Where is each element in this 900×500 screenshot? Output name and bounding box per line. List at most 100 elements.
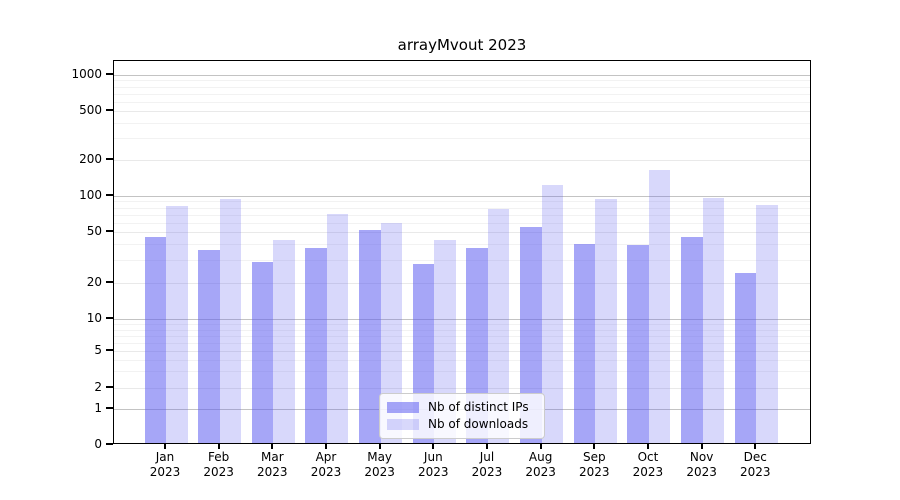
y-tick-label: 1000 [71,67,102,81]
x-tick-month: May [367,450,393,464]
y-tick-label: 10 [86,311,102,326]
x-tick-year: 2023 [149,465,181,479]
x-tick-year: 2023 [257,465,288,479]
y-tick-label: 5 [94,343,102,357]
x-tick-label: Apr 2023 [294,450,358,480]
bar-downloads [434,239,456,443]
bar-downloads [541,184,564,443]
legend-label-downloads: Nb of downloads [428,417,529,431]
y-tick-label: 500 [79,103,102,117]
minor-gridline [114,329,810,331]
y-tick-mark [106,158,113,160]
bar-distinct-ips [359,230,381,443]
y-tick-label: 2 [94,379,102,394]
y-tick-label: 200 [79,152,102,166]
bar-distinct-ips [627,245,649,443]
x-tick-month: Jan [155,450,175,464]
bar-downloads [380,223,403,443]
minor-gridline [114,324,810,326]
x-tick-month: Nov [689,450,714,464]
x-tick-month: Jul [479,450,495,464]
minor-gridline [114,371,810,373]
x-tick-mark [217,444,220,449]
x-tick-year: 2023 [739,465,771,479]
legend-label-distinct-ips: Nb of distinct IPs [428,400,529,414]
plot-area: Nb of distinct IPs Nb of downloads [113,60,811,444]
x-tick-mark [271,444,274,449]
major-gridline [114,111,810,112]
minor-gridline [114,260,810,262]
y-tick-label: 1 [94,400,102,415]
y-tick-label: 50 [86,224,102,238]
minor-gridline [114,101,810,103]
x-tick-year: 2023 [418,465,449,479]
major-gridline [114,351,810,352]
x-tick-month: Aug [528,450,553,464]
minor-gridline [114,214,810,216]
y-tick-mark [106,109,113,111]
major-gridline [114,232,810,233]
x-tick-year: 2023 [364,465,395,479]
y-tick-mark [106,230,113,232]
bar-downloads [595,199,617,443]
minor-gridline [114,80,810,82]
x-tick-year: 2023 [632,465,664,479]
x-tick-month: Apr [315,450,337,464]
x-tick-mark [324,444,327,449]
major-gridline [114,319,810,321]
x-tick-month: Feb [208,450,230,464]
y-tick-label: 100 [79,188,102,202]
x-tick-mark [593,444,596,449]
minor-gridline [114,86,810,88]
y-tick-mark [106,317,113,320]
x-tick-mark [700,444,703,449]
minor-gridline [114,122,810,124]
y-tick-mark [106,406,113,409]
x-tick-label: Jun 2023 [401,450,465,480]
y-tick-mark [106,349,113,351]
minor-gridline [114,335,810,337]
x-tick-year: 2023 [578,465,610,479]
x-tick-label: Dec 2023 [723,450,787,480]
bar-downloads [702,198,725,443]
x-tick-mark [646,444,649,449]
bar-downloads [326,214,349,443]
legend-swatch-downloads [387,419,419,430]
bar-distinct-ips [144,237,166,443]
bar-distinct-ips [734,272,757,443]
legend-swatch-distinct-ips [387,402,419,413]
x-tick-label: Sep 2023 [562,450,626,480]
minor-gridline [114,138,810,140]
y-tick-mark [106,385,113,388]
x-tick-mark [378,444,381,449]
x-tick-mark [754,444,757,449]
legend-row-distinct-ips: Nb of distinct IPs [387,399,537,416]
minor-gridline [114,201,810,203]
x-tick-month: Mar [260,450,284,464]
x-tick-month: Oct [637,450,659,464]
bar-distinct-ips [305,248,327,443]
bar-downloads [756,204,778,443]
bar-downloads [273,239,295,443]
x-tick-mark [539,444,542,449]
bar-distinct-ips [251,262,274,443]
minor-gridline [114,359,810,361]
legend-row-downloads: Nb of downloads [387,416,537,433]
y-tick-label: 20 [86,274,102,289]
minor-gridline [114,222,810,224]
bar-distinct-ips [681,237,703,443]
minor-gridline [114,342,810,344]
major-gridline [114,282,810,284]
minor-gridline [114,244,810,246]
x-tick-year: 2023 [310,465,342,479]
bar-downloads [166,205,188,443]
x-tick-label: Nov 2023 [670,450,734,480]
major-gridline [114,387,810,389]
x-tick-year: 2023 [525,465,556,479]
x-tick-label: Mar 2023 [240,450,304,480]
minor-gridline [114,93,810,95]
y-tick-label: 0 [94,437,102,451]
x-tick-mark [485,444,488,449]
bar-distinct-ips [520,226,542,443]
